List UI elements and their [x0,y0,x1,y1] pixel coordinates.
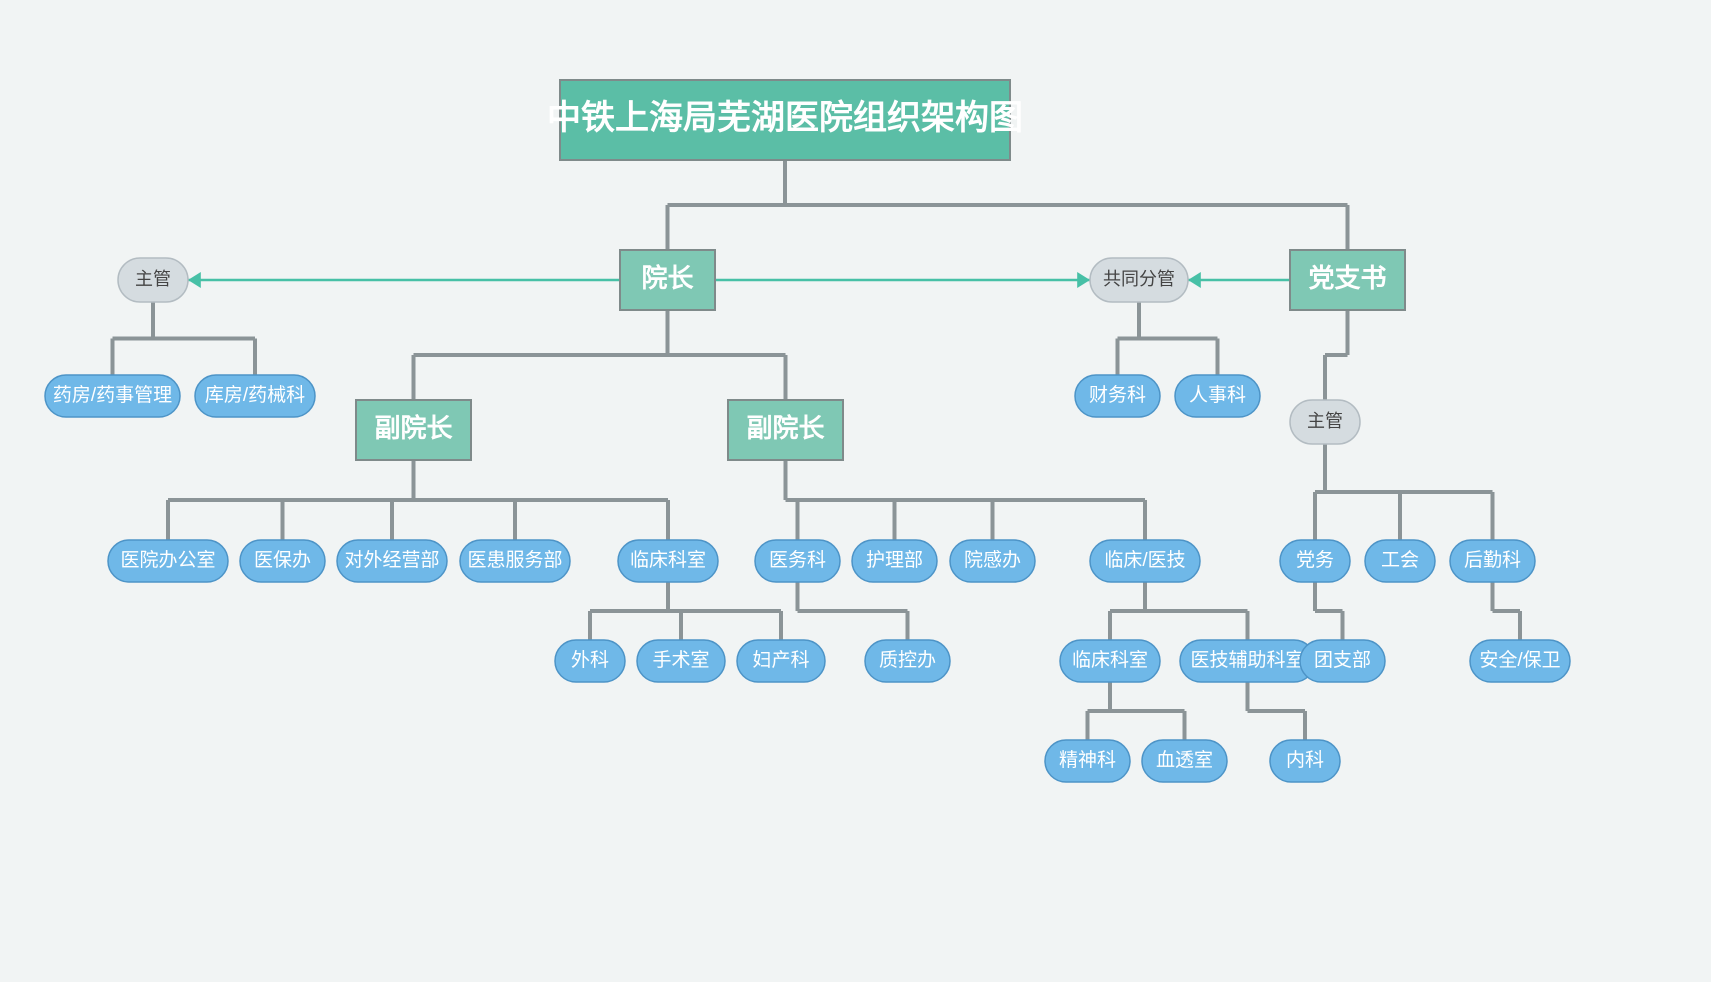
label-logistics: 后勤科 [1464,549,1521,571]
node-hr: 人事科 [1175,375,1260,417]
node-medaff: 医务科 [755,540,840,582]
label-vp1: 副院长 [374,413,453,443]
label-psych: 精神科 [1059,749,1116,771]
label-qc: 质控办 [879,649,936,671]
node-partyaff: 党务 [1280,540,1350,582]
node-logistics: 后勤科 [1450,540,1535,582]
label-joint: 共同分管 [1103,269,1175,289]
label-pres: 院长 [641,263,694,293]
label-medaff: 医务科 [769,549,826,571]
label-extbiz: 对外经营部 [344,549,439,571]
label-pharm: 药房/药事管理 [53,384,172,406]
node-sup1: 主管 [118,258,188,302]
label-hr: 人事科 [1189,384,1246,406]
node-pharm: 药房/药事管理 [45,375,180,417]
node-internal: 内科 [1270,740,1340,782]
node-dialysis: 血透室 [1142,740,1227,782]
node-extbiz: 对外经营部 [337,540,447,582]
node-vp1: 副院长 [356,400,471,460]
label-sup2: 主管 [1307,411,1343,431]
node-vp2: 副院长 [728,400,843,460]
node-oproom: 手术室 [637,640,725,682]
label-dialysis: 血透室 [1156,749,1213,771]
node-store: 库房/药械科 [195,375,315,417]
node-joint: 共同分管 [1090,258,1188,302]
node-medins: 医保办 [240,540,325,582]
label-security: 安全/保卫 [1479,649,1560,671]
node-clin1: 临床科室 [618,540,718,582]
node-party: 党支书 [1290,250,1405,310]
node-nurse: 护理部 [852,540,937,582]
label-sup1: 主管 [135,269,171,289]
label-medins: 医保办 [254,549,311,571]
label-oproom: 手术室 [652,649,709,671]
label-office: 医院办公室 [120,549,215,571]
node-security: 安全/保卫 [1470,640,1570,682]
label-surg: 外科 [571,649,609,671]
node-tech: 医技辅助科室 [1180,640,1315,682]
label-clin1: 临床科室 [630,549,706,571]
node-infect: 院感办 [950,540,1035,582]
label-store: 库房/药械科 [205,384,305,406]
label-clin2: 临床科室 [1072,649,1148,671]
label-vp2: 副院长 [746,413,825,443]
node-patient: 医患服务部 [460,540,570,582]
node-fin: 财务科 [1075,375,1160,417]
node-title: 中铁上海局芜湖医院组织架构图 [547,80,1023,160]
label-youth: 团支部 [1314,649,1371,671]
node-youth: 团支部 [1300,640,1385,682]
label-internal: 内科 [1286,749,1324,771]
label-fin: 财务科 [1089,384,1146,406]
label-party: 党支书 [1308,263,1386,293]
node-qc: 质控办 [865,640,950,682]
node-obgyn: 妇产科 [737,640,825,682]
label-tech: 医技辅助科室 [1190,649,1304,671]
node-union: 工会 [1365,540,1435,582]
label-patient: 医患服务部 [467,549,562,571]
label-union: 工会 [1381,549,1419,571]
node-clin2: 临床科室 [1060,640,1160,682]
node-office: 医院办公室 [108,540,228,582]
label-partyaff: 党务 [1296,549,1334,571]
label-obgyn: 妇产科 [752,649,809,671]
node-sup2: 主管 [1290,400,1360,444]
node-pres: 院长 [620,250,715,310]
node-psych: 精神科 [1045,740,1130,782]
node-surg: 外科 [555,640,625,682]
label-nurse: 护理部 [866,549,923,571]
label-clinmed: 临床/医技 [1104,549,1185,571]
label-title: 中铁上海局芜湖医院组织架构图 [547,98,1023,137]
label-infect: 院感办 [964,549,1021,571]
node-clinmed: 临床/医技 [1090,540,1200,582]
org-chart: 中铁上海局芜湖医院组织架构图院长党支书副院长副院长主管共同分管主管药房/药事管理… [0,0,1711,982]
